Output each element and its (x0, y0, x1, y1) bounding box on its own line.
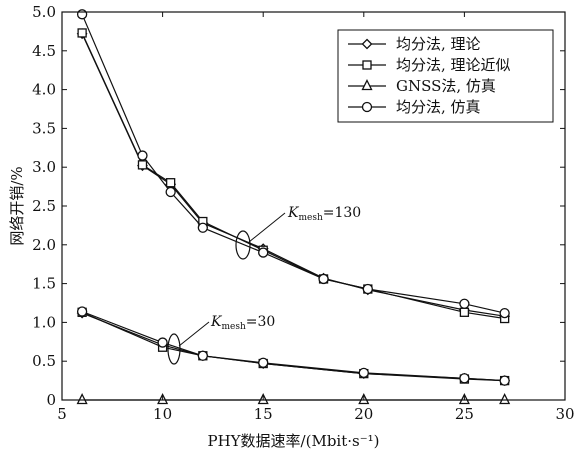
data-point-circle-group2 (76, 306, 88, 317)
annotation-kmesh-30-label: Kmesh=30 (210, 314, 275, 332)
annotation-kmesh-130-label: Kmesh=130 (287, 205, 361, 223)
series-line-diamond-group2 (81, 312, 505, 382)
legend-marker-circle (361, 101, 373, 113)
y-tick-label: 1.0 (32, 313, 56, 331)
x-tick-label: 5 (57, 405, 67, 423)
data-point-circle-group1 (318, 273, 329, 285)
data-point-triangle-group3 (499, 393, 511, 405)
data-point-circle-group1 (459, 298, 470, 309)
data-point-circle-group1 (165, 186, 176, 198)
data-point-square-group1 (77, 28, 87, 38)
y-tick-label: 0 (46, 391, 56, 409)
annotation-kmesh-30-ellipse (167, 333, 181, 365)
data-point-square-group1 (459, 307, 470, 317)
y-tick-label: 2.5 (32, 197, 56, 215)
data-point-square-group1 (165, 178, 176, 188)
x-tick-label: 30 (555, 405, 574, 423)
legend-label: 均分法, 理论近似 (396, 56, 511, 74)
data-point-circle-group1 (137, 150, 148, 161)
data-point-circle-group1 (499, 307, 510, 319)
data-point-circle-group2 (358, 367, 369, 378)
y-tick-label: 5.0 (32, 3, 56, 21)
x-tick-label: 20 (354, 405, 373, 423)
data-point-circle-group2 (258, 357, 269, 368)
data-point-triangle-group3 (76, 393, 88, 405)
data-point-circle-group2 (197, 350, 208, 361)
annotation-kmesh-130-leader (248, 212, 286, 243)
y-tick-label: 0.5 (32, 352, 56, 370)
legend-marker-diamond (361, 38, 373, 50)
axes-layer: 5 10 15 20 25 30 0 0.5 1.0 1.5 2.0 2.5 3.0 3.5 4.0 4.5 5… (8, 3, 575, 450)
annotation-kmesh-130-ellipse (235, 230, 251, 260)
series-line-circle-group2 (81, 310, 505, 382)
legend-label: 均分法, 仿真 (396, 98, 481, 116)
y-tick-label: 4.5 (32, 42, 56, 60)
data-point-circle-group1 (197, 222, 208, 233)
legend-marker-square (362, 60, 372, 70)
annotation-kmesh-30-leader (178, 321, 210, 347)
data-point-circle-group1 (258, 247, 269, 258)
y-tick-label: 4.0 (32, 81, 56, 99)
data-point-circle-group1 (76, 9, 88, 20)
y-tick-label: 1.5 (32, 275, 56, 293)
legend-marker-triangle (361, 79, 373, 91)
x-tick-label: 25 (455, 405, 474, 423)
y-tick-label: 2.0 (32, 236, 56, 254)
legend-label: GNSS法, 仿真 (396, 77, 496, 95)
data-point-square-group1 (137, 160, 148, 170)
series-line-square-group2 (81, 311, 505, 382)
y-axis-label: 网络开销/% (8, 166, 26, 245)
x-tick-label: 15 (254, 405, 273, 423)
y-tick-label: 3.5 (32, 119, 56, 137)
x-tick-label: 10 (153, 405, 172, 423)
data-point-circle-group2 (499, 375, 510, 386)
y-tick-label: 3.0 (32, 158, 56, 176)
legend-label: 均分法, 理论 (396, 35, 481, 53)
x-axis-label: PHY数据速率/(Mbit·s⁻¹) (207, 432, 379, 450)
annotations: Kmesh=130 Kmesh=30 (167, 205, 361, 365)
data-point-circle-group1 (362, 283, 373, 295)
data-point-circle-group2 (459, 373, 470, 384)
data-point-circle-group2 (157, 337, 168, 348)
